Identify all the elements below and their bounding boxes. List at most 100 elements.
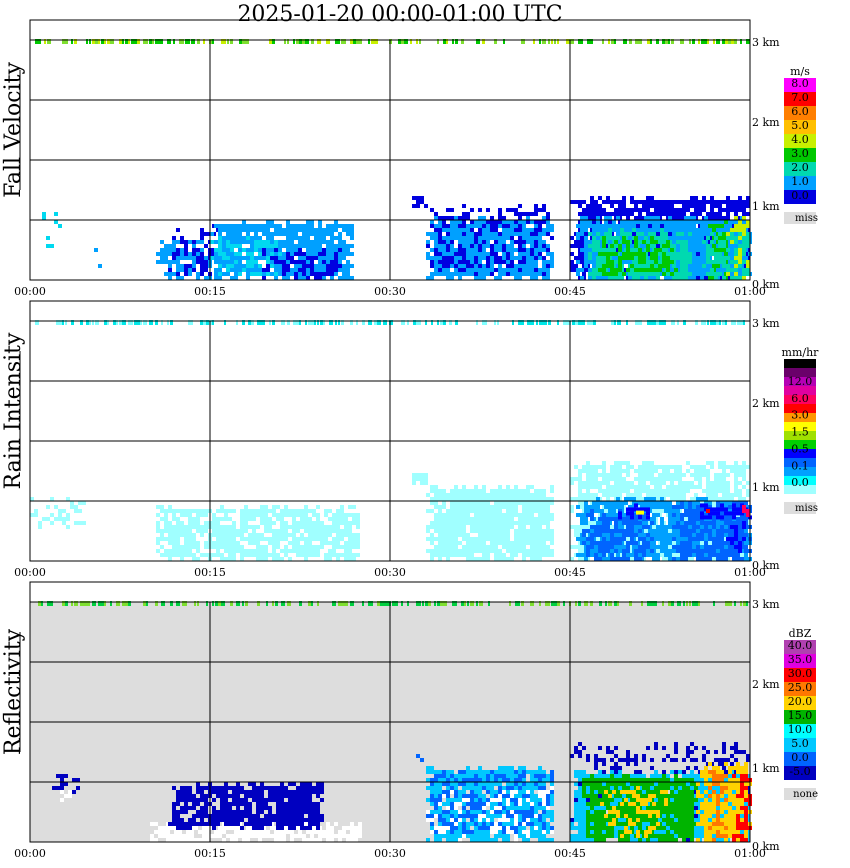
- data-region: [636, 510, 644, 515]
- colorbar-swatch: [784, 395, 816, 404]
- panel-fall-velocity: 00:00 00:15 00:30 00:45 01:00 3 km 2 km 1 km 0 k…: [1, 19, 818, 298]
- colorbar-swatch: [784, 162, 816, 176]
- colorbar-label: 5.0: [791, 119, 809, 132]
- x-tick-label: 01:00: [734, 847, 766, 860]
- x-tick-label: 00:30: [374, 566, 406, 579]
- y-axis-label: Rain Intensity: [1, 332, 26, 489]
- x-tick-label: 00:45: [554, 847, 586, 860]
- data-region: [52, 774, 80, 794]
- colorbar-label: 25.0: [788, 681, 813, 694]
- data-region: [708, 770, 728, 842]
- colorbar-missing-label: miss: [795, 213, 818, 224]
- plot-frame: [29, 581, 751, 843]
- data-region: [412, 473, 428, 485]
- y-tick-label: 3 km: [752, 317, 780, 330]
- colorbar-unit: dBZ: [789, 627, 812, 640]
- colorbar-label: 30.0: [788, 667, 813, 680]
- colorbar: dBZ40.035.030.025.020.015.010.05.00.0-5.…: [784, 627, 818, 800]
- colorbar-swatch: [784, 359, 816, 368]
- data-region: [426, 204, 554, 276]
- colorbar-swatch: [784, 449, 816, 458]
- y-tick-label: 2 km: [752, 678, 780, 691]
- colorbar-swatch: [784, 422, 816, 431]
- top-band: [35, 39, 750, 44]
- colorbar-label: 1.5: [791, 426, 809, 439]
- colorbar-missing-swatch: [784, 212, 816, 224]
- colorbar-label: 10.0: [788, 723, 813, 736]
- y-tick-label: 3 km: [752, 598, 780, 611]
- panel-reflectivity: 00:00 00:15 00:30 00:45 01:00 3 km 2 km 1 km 0 k…: [1, 581, 818, 860]
- colorbar-missing-label: miss: [795, 503, 818, 514]
- data-region: [416, 754, 424, 762]
- colorbar-unit: m/s: [790, 65, 810, 78]
- x-tick-label: 00:00: [14, 566, 46, 579]
- colorbar-label: 0.1: [791, 459, 809, 472]
- colorbar-label: 3.0: [791, 409, 809, 422]
- y-tick-label: 2 km: [752, 397, 780, 410]
- colorbar-swatch: [784, 485, 816, 494]
- colorbar-swatch: [784, 640, 816, 654]
- colorbar-label: 6.0: [791, 105, 809, 118]
- y-tick-label: 3 km: [752, 36, 780, 49]
- colorbar-swatch: [784, 710, 816, 724]
- colorbar-swatch: [784, 92, 816, 106]
- colorbar-label: 3.0: [791, 147, 809, 160]
- colorbar-label: 40.0: [788, 639, 813, 652]
- colorbar-label: 48.0: [788, 358, 813, 371]
- data-region: [702, 232, 750, 280]
- colorbar-label: 4.0: [791, 133, 809, 146]
- data-region: [706, 509, 710, 513]
- data-region: [726, 521, 746, 553]
- panel-rain-intensity: 00:00 00:15 00:30 00:45 01:00 3 km 2 km 1 km 0 k…: [1, 300, 820, 579]
- data-region: [582, 509, 654, 561]
- data-region: [426, 485, 554, 561]
- y-tick-label: 0 km: [752, 559, 780, 572]
- colorbar-label: -5.0: [789, 765, 810, 778]
- data-region: [598, 236, 678, 276]
- colorbar-swatch: [784, 476, 816, 485]
- colorbar-label: 35.0: [788, 653, 813, 666]
- colorbar-swatch: [784, 148, 816, 162]
- plot-frame: [29, 300, 751, 562]
- colorbar-swatch: [784, 458, 816, 467]
- x-tick-label: 00:30: [374, 847, 406, 860]
- top-band: [38, 601, 748, 606]
- colorbar-label: 1.0: [791, 175, 809, 188]
- colorbar-swatch: [784, 766, 816, 780]
- x-tick-label: 01:00: [734, 285, 766, 298]
- data-region: [210, 236, 282, 276]
- y-tick-label: 0 km: [752, 278, 780, 291]
- colorbar-swatch: [784, 413, 816, 422]
- colorbar-label: 2.0: [791, 161, 809, 174]
- colorbar-swatch: [784, 134, 816, 148]
- data-region: [696, 762, 752, 842]
- y-tick-label: 2 km: [752, 116, 780, 129]
- colorbar-swatch: [784, 738, 816, 752]
- colorbar-swatch: [784, 386, 816, 395]
- colorbar-unit: mm/hr: [782, 346, 820, 359]
- page-title: 2025-01-20 00:00-01:00 UTC: [237, 2, 563, 27]
- colorbar-swatch: [784, 696, 816, 710]
- colorbar-label: 15.0: [788, 709, 813, 722]
- colorbar-swatch: [784, 752, 816, 766]
- colorbar-label: 7.0: [791, 91, 809, 104]
- data-region: [742, 505, 750, 517]
- colorbar-swatch: [784, 78, 816, 92]
- x-tick-label: 01:00: [734, 566, 766, 579]
- colorbar-label: 8.0: [791, 77, 809, 90]
- data-region: [60, 790, 72, 802]
- colorbar-label: 0.5: [791, 442, 809, 455]
- colorbar-swatch: [784, 176, 816, 190]
- plot-frame: [29, 19, 751, 281]
- x-tick-label: 00:00: [14, 847, 46, 860]
- top-band: [35, 320, 745, 325]
- colorbar-swatch: [784, 120, 816, 134]
- colorbar-label: 12.0: [788, 375, 813, 388]
- colorbar-swatch: [784, 404, 816, 413]
- colorbar-label: 0.0: [791, 476, 809, 489]
- x-tick-label: 00:30: [374, 285, 406, 298]
- colorbar-swatch: [784, 377, 816, 386]
- data-region: [156, 505, 360, 561]
- colorbar-label: 0.0: [791, 751, 809, 764]
